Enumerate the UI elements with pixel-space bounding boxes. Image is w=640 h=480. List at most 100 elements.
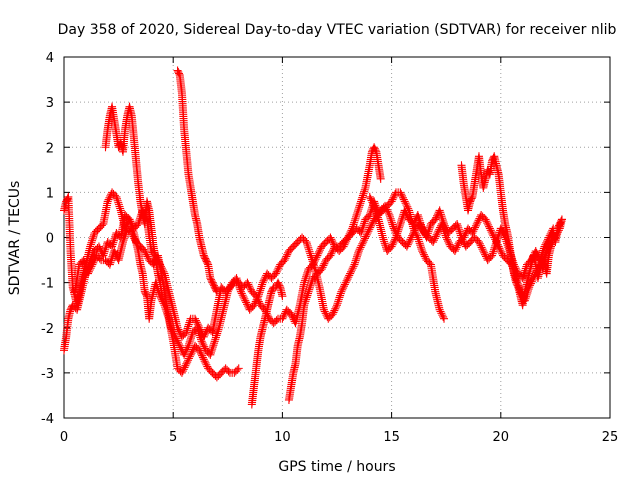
data-point (315, 246, 324, 255)
data-point (198, 339, 207, 348)
data-point (302, 293, 311, 302)
data-point (306, 281, 315, 290)
data-point (364, 212, 373, 221)
data-point (143, 252, 152, 261)
data-point (415, 216, 424, 225)
data-point (371, 146, 380, 155)
data-point (453, 241, 462, 250)
data-point (254, 292, 263, 301)
data-point (352, 252, 361, 261)
data-point (343, 233, 352, 242)
data-point (404, 238, 413, 247)
data-point (354, 248, 363, 257)
data-point (257, 282, 266, 291)
data-point (386, 212, 395, 221)
data-point (387, 216, 396, 225)
data-point (487, 228, 496, 237)
data-point (436, 210, 445, 219)
data-point (130, 234, 139, 243)
data-point (496, 224, 505, 233)
x-tick-label: 5 (169, 430, 177, 445)
data-point (506, 250, 515, 259)
data-point (367, 219, 376, 228)
data-point (258, 280, 267, 289)
data-point (329, 246, 338, 255)
data-point (281, 254, 290, 263)
data-point (125, 215, 134, 224)
data-point (498, 228, 507, 237)
data-point (387, 197, 396, 206)
x-tick-label: 0 (60, 430, 68, 445)
data-point (94, 242, 103, 251)
data-point (242, 298, 251, 307)
data-point (363, 228, 372, 237)
data-point (179, 365, 188, 374)
data-point (439, 312, 448, 321)
data-point (439, 218, 448, 227)
data-point (358, 223, 367, 232)
data-point (235, 283, 244, 292)
data-point (115, 202, 124, 211)
data-point (332, 302, 341, 311)
data-point (543, 235, 552, 244)
data-point (416, 241, 425, 250)
data-point (353, 207, 362, 216)
data-point (177, 368, 186, 377)
data-point (223, 287, 232, 296)
data-point (381, 201, 390, 210)
data-point (443, 235, 452, 244)
data-point (388, 220, 397, 229)
y-tick-label: 1 (46, 186, 54, 201)
data-point (275, 281, 284, 290)
data-point (251, 297, 260, 306)
data-point (87, 262, 96, 271)
data-point (211, 335, 220, 344)
data-point (90, 256, 99, 265)
data-point (315, 247, 324, 256)
data-point (199, 355, 208, 364)
data-point (392, 231, 401, 240)
data-point (86, 242, 95, 251)
data-point (366, 209, 375, 218)
data-point (415, 239, 424, 248)
data-point (127, 228, 136, 237)
data-point (386, 214, 395, 223)
data-point (206, 348, 215, 357)
data-point (346, 228, 355, 237)
data-point (453, 221, 462, 230)
data-point (468, 228, 477, 237)
data-point (366, 223, 375, 232)
data-point (320, 307, 329, 316)
data-point (304, 287, 313, 296)
data-point (278, 292, 287, 301)
data-point (432, 230, 441, 239)
data-point (178, 367, 187, 376)
data-point (493, 236, 502, 245)
data-point (116, 204, 125, 213)
data-point (399, 195, 408, 204)
data-point (360, 187, 369, 196)
data-point (89, 230, 98, 239)
data-point (357, 227, 366, 236)
y-tick-label: -3 (41, 367, 54, 382)
data-point (512, 265, 521, 274)
data-point (110, 247, 119, 256)
data-point (255, 290, 263, 299)
data-point (522, 262, 531, 271)
x-tick-label: 10 (274, 430, 291, 445)
data-point (170, 330, 179, 339)
data-point (303, 267, 312, 276)
data-point (350, 260, 359, 269)
data-point (438, 311, 447, 320)
data-point (505, 247, 514, 256)
data-point (175, 69, 184, 78)
data-point (380, 237, 389, 246)
data-point (471, 223, 480, 232)
data-point (397, 216, 406, 225)
data-point (351, 258, 360, 267)
data-point (409, 229, 418, 238)
data-point (455, 227, 464, 236)
data-point (188, 330, 197, 339)
data-point (282, 252, 291, 261)
data-point (536, 254, 545, 263)
